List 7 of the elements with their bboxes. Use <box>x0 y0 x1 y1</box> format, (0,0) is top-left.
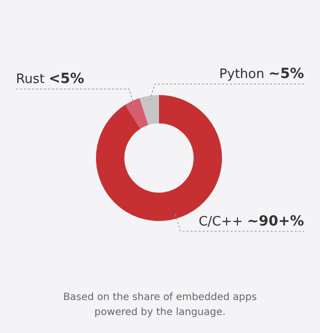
text: Based on the share of embedded apps powered by the language. <box>62 291 258 320</box>
data-label: ~90+% <box>247 213 304 230</box>
data-label: <5% <box>48 70 84 87</box>
slice-label: Python <box>219 67 269 82</box>
slice-label: C/C++ <box>198 214 248 230</box>
data-label: ~5% <box>268 66 304 82</box>
slice-label: Rust <box>16 72 49 87</box>
